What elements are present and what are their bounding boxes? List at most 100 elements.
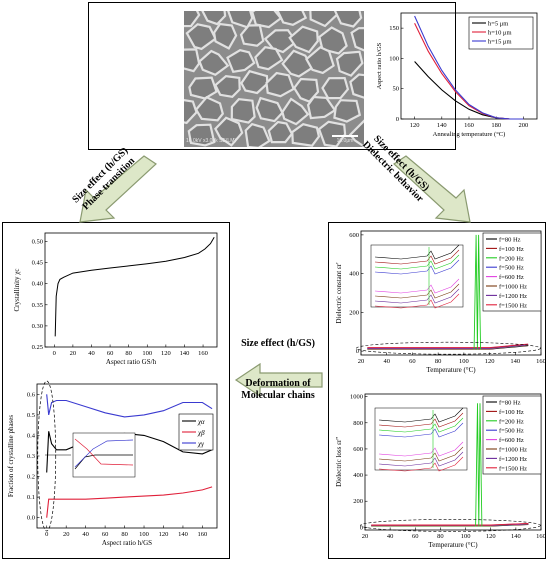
sem-scale-text: 10.0μm <box>336 138 354 144</box>
sem-grain <box>281 97 310 126</box>
loss-ylabel: Dielectric loss εr'' <box>335 437 343 487</box>
aspect-legend-label: h=5 μm <box>488 21 508 28</box>
sem-grain <box>198 49 230 77</box>
constant-xtick-label: 20 <box>358 358 365 365</box>
chart2-ytick-label: 0.4 <box>27 432 36 439</box>
sem-grain <box>321 76 350 100</box>
sem-grain <box>184 11 201 28</box>
sem-grain <box>184 48 201 73</box>
arrow-shape-middle <box>234 362 323 398</box>
sem-grain <box>335 50 364 77</box>
sem-grain <box>226 49 256 74</box>
sem-grain <box>317 120 347 147</box>
sem-grain <box>239 24 265 47</box>
loss-spike <box>475 403 483 527</box>
aspect-legend: h=5 μm h=10 μm h=15 μm <box>468 16 534 50</box>
constant-legend-label: f=600 Hz <box>499 274 524 281</box>
inset-series-alpha <box>74 454 133 470</box>
sem-texture <box>184 11 364 147</box>
sem-grain <box>348 119 364 147</box>
arrow-top-to-left <box>79 155 157 223</box>
sem-grain <box>214 74 241 98</box>
middle-label-line-1: Size effect (h/GS) <box>241 338 315 349</box>
chart1-xtick-label: 100 <box>142 350 152 357</box>
aspect-legend-label: h=10 μm <box>488 30 512 37</box>
sem-grain <box>350 27 364 52</box>
loss-xtick-label: 140 <box>511 533 521 540</box>
sem-grain <box>349 73 364 99</box>
loss-xtick-label: 40 <box>387 533 394 540</box>
constant-xtick-label: 160 <box>536 358 545 365</box>
fraction-highlight-ellipse <box>37 380 57 532</box>
sem-grain <box>288 25 319 54</box>
constant-ytick-label: 0 <box>356 348 359 355</box>
constant-xtick-label: 120 <box>485 358 495 365</box>
loss-inset-series <box>378 441 464 457</box>
sem-grain <box>333 99 362 123</box>
loss-ytick-label: 0 <box>360 524 363 531</box>
chart1-xtick-label: 20 <box>70 350 77 357</box>
constant-legend-label: f=1200 Hz <box>499 293 527 300</box>
constant-inset-series <box>374 278 460 294</box>
constant-inset-series <box>374 283 460 299</box>
sem-grain <box>250 11 283 29</box>
constant-ytick-label: 600 <box>349 232 359 239</box>
sem-grain <box>306 95 337 120</box>
loss-ytick-label: 600 <box>353 446 363 453</box>
constant-legend-label: f=80 Hz <box>499 237 521 244</box>
chart2-xtick-label: 100 <box>139 531 149 538</box>
loss-inset-series <box>378 422 464 438</box>
sem-grain <box>230 97 256 124</box>
chart2-ytick-label: 0.0 <box>27 515 35 522</box>
chart0-xtick-label: 160 <box>464 122 474 129</box>
constant-legend-label: f=1500 Hz <box>499 302 527 309</box>
sem-grain <box>194 95 225 122</box>
left-panel: 0 20 40 60 80 100 120 140 160 0.25 0.30 0.35 0.40 0.4… <box>2 222 230 559</box>
chart1-xtick-label: 60 <box>107 350 114 357</box>
chart0-ytick-label: 100 <box>389 55 399 62</box>
crystallinity-chart: 0 20 40 60 80 100 120 140 160 0.25 0.30 0.35 0.40 0.4… <box>13 232 218 366</box>
loss-legend-label: f=1200 Hz <box>499 456 527 463</box>
chart2-xtick-label: 120 <box>159 531 169 538</box>
sem-grain <box>185 23 217 51</box>
chart1-ytick-label: 0.35 <box>32 302 43 309</box>
fraction-legend: χα χβ χγ <box>178 413 214 451</box>
chart0-xtick-label: 200 <box>519 122 529 129</box>
loss-xtick-label: 80 <box>437 533 444 540</box>
constant-legend-label: f=500 Hz <box>499 265 524 272</box>
aspect-series-3 <box>414 15 524 120</box>
loss-xtick-label: 120 <box>486 533 496 540</box>
top-panel: 10.0kV x3.00k SE(LM) 10.0μm 120 140 160 180… <box>88 2 538 150</box>
right-panel: 20 40 60 80 100 120 140 160 0 200 400 600 Temperatur… <box>328 222 546 559</box>
constant-legend: f=80 Hz f=100 Hz f=200 Hz f=500 Hz f=600 Hz f… <box>482 232 542 312</box>
fraction-legend-label: χβ <box>197 429 205 437</box>
inset-series-gamma <box>74 439 134 468</box>
constant-legend-label: f=1000 Hz <box>499 284 527 291</box>
chart1-ytick-label: 0.40 <box>32 281 43 288</box>
arrow-right-to-left <box>234 362 323 398</box>
sem-grain <box>214 116 244 147</box>
loss-inset-series <box>378 456 464 472</box>
loss-inset <box>374 407 468 472</box>
chart0-xtick-label: 180 <box>491 122 501 129</box>
chart0-ytick-label: 50 <box>393 86 400 93</box>
chart0-xtick-label: 140 <box>437 122 447 129</box>
chart2-ylabel: Fraction of crystalline phases <box>7 415 15 498</box>
chart2-ytick-label: 0.6 <box>27 391 36 398</box>
loss-legend-label: f=200 Hz <box>499 418 524 425</box>
sem-scale-bar: 10.0μm <box>332 135 358 144</box>
loss-inset-series <box>378 446 464 462</box>
loss-highlight-ellipse <box>360 519 541 532</box>
loss-ytick-label: 800 <box>353 420 363 427</box>
constant-inset-series <box>374 288 460 304</box>
chart2-ytick-label: 0.5 <box>27 412 35 419</box>
chart1-xlabel: Aspect ratio GS/h <box>106 358 157 366</box>
chart1-ytick-label: 0.50 <box>32 238 43 245</box>
fraction-legend-label: χα <box>197 418 205 426</box>
chart1-xtick-label: 0 <box>53 350 56 357</box>
loss-ytick-label: 1000 <box>350 394 363 401</box>
sem-grain <box>265 71 295 98</box>
constant-inset-series <box>374 244 460 260</box>
sem-grain <box>240 69 269 95</box>
sem-grain <box>304 46 335 75</box>
